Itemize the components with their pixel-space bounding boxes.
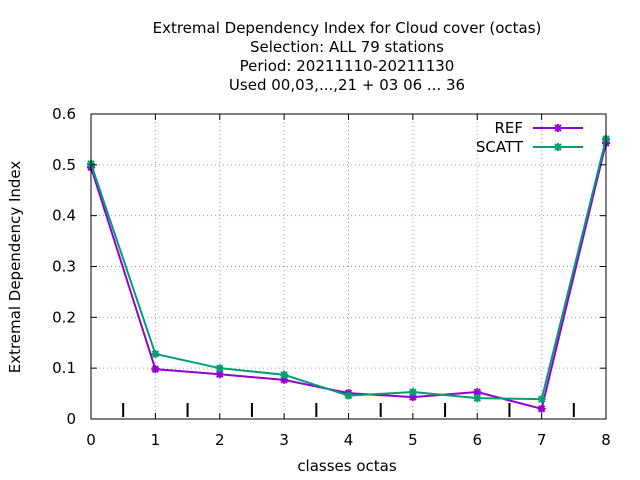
legend-marker-scatt bbox=[554, 143, 562, 151]
y-tick-label-2: 0.2 bbox=[52, 308, 76, 326]
x-tick-label-5: 5 bbox=[408, 431, 418, 449]
title-line-2: Selection: ALL 79 stations bbox=[250, 38, 444, 56]
series-layer bbox=[87, 134, 610, 413]
title-line-1: Extremal Dependency Index for Cloud cove… bbox=[153, 19, 542, 37]
title-line-3: Period: 20211110-20211130 bbox=[240, 57, 455, 75]
title-line-4: Used 00,03,...,21 + 03 06 ... 36 bbox=[229, 76, 465, 94]
legend-marker-ref bbox=[554, 124, 562, 132]
grid bbox=[91, 114, 606, 419]
x-tick-label-2: 2 bbox=[215, 431, 225, 449]
y-tick-labels: 0 0.1 0.2 0.3 0.4 0.5 0.6 bbox=[52, 105, 76, 428]
baseline-ticks bbox=[122, 403, 575, 417]
x-tick-label-8: 8 bbox=[601, 431, 611, 449]
x-tick-labels: 0 1 2 3 4 5 6 7 8 bbox=[86, 431, 611, 449]
chart-title: Extremal Dependency Index for Cloud cove… bbox=[153, 19, 542, 94]
y-tick-label-0: 0 bbox=[66, 410, 76, 428]
y-tick-label-5: 0.5 bbox=[52, 156, 76, 174]
point-ref-1 bbox=[151, 365, 160, 374]
axis-ticks bbox=[90, 113, 607, 420]
legend-label-ref: REF bbox=[494, 119, 523, 137]
y-axis-label: Extremal Dependency Index bbox=[6, 161, 24, 374]
point-ref-7 bbox=[537, 404, 546, 413]
point-scatt-2 bbox=[215, 364, 224, 373]
x-tick-label-6: 6 bbox=[472, 431, 482, 449]
point-scatt-7 bbox=[537, 395, 546, 404]
x-tick-label-0: 0 bbox=[86, 431, 96, 449]
y-tick-label-3: 0.3 bbox=[52, 258, 76, 276]
x-tick-label-1: 1 bbox=[151, 431, 161, 449]
x-axis-label: classes octas bbox=[297, 457, 397, 475]
y-tick-label-6: 0.6 bbox=[52, 105, 76, 123]
x-tick-label-4: 4 bbox=[344, 431, 354, 449]
point-scatt-4 bbox=[344, 391, 353, 400]
x-tick-label-7: 7 bbox=[537, 431, 547, 449]
point-scatt-1 bbox=[151, 349, 160, 358]
x-tick-label-3: 3 bbox=[279, 431, 289, 449]
series-line-scatt bbox=[90, 138, 607, 401]
point-scatt-5 bbox=[408, 388, 417, 397]
y-tick-label-1: 0.1 bbox=[52, 359, 76, 377]
legend-label-scatt: SCATT bbox=[476, 138, 524, 156]
y-tick-label-4: 0.4 bbox=[52, 207, 76, 225]
point-scatt-3 bbox=[280, 370, 289, 379]
point-scatt-6 bbox=[473, 394, 482, 403]
